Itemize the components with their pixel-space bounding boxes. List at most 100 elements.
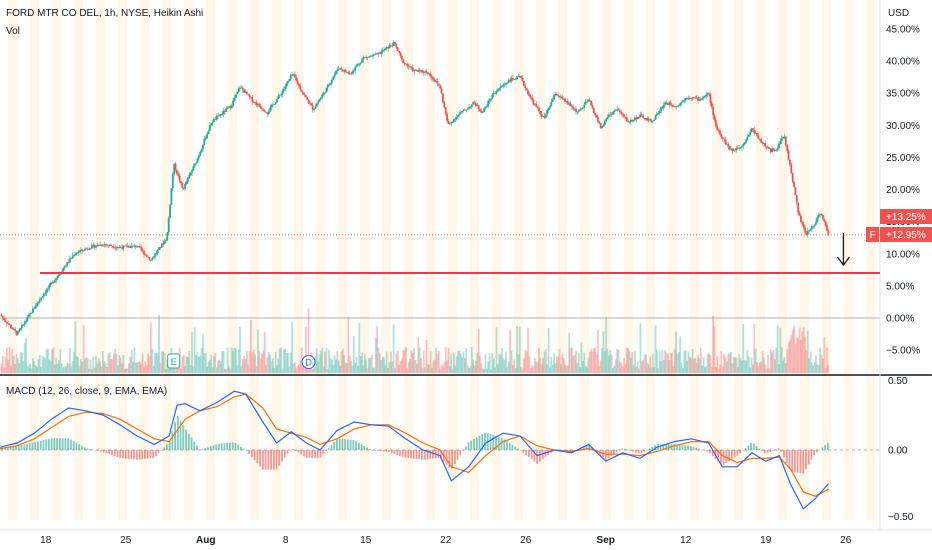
candle-body — [202, 145, 204, 150]
candle-body — [687, 97, 690, 99]
macd-histogram-bar — [780, 450, 783, 452]
candle-body — [616, 109, 619, 111]
volume-bar — [84, 358, 86, 373]
candle-body — [436, 81, 439, 84]
candle-body — [789, 159, 791, 165]
candle-body — [47, 288, 49, 290]
candle-body — [721, 137, 724, 139]
macd-tick-label: 0.00 — [888, 446, 908, 457]
candle-body — [560, 96, 562, 98]
candle-body — [529, 96, 532, 98]
price-tick-label: 30.00% — [886, 121, 920, 132]
volume-bar — [221, 350, 224, 373]
volume-bar — [311, 368, 314, 373]
volume-bar — [63, 366, 66, 373]
volume-bar — [577, 353, 580, 373]
volume-bar — [539, 357, 542, 373]
volume-bar — [251, 352, 254, 373]
volume-bar — [612, 367, 614, 373]
candle-body — [152, 257, 155, 259]
volume-bar — [165, 368, 167, 373]
volume-bar — [400, 358, 403, 373]
candle-body — [756, 132, 758, 136]
volume-bar — [132, 361, 134, 373]
volume-bar — [753, 324, 756, 373]
candle-body — [614, 110, 617, 112]
volume-bar — [624, 364, 627, 373]
macd-histogram-bar — [305, 450, 308, 458]
candle-body — [581, 107, 584, 109]
candle-body — [765, 146, 768, 148]
volume-bar — [576, 362, 579, 373]
candle-body — [48, 284, 51, 289]
candle-body — [673, 106, 676, 108]
last-value-box — [880, 209, 932, 224]
volume-bar — [688, 356, 691, 373]
candle-body — [8, 324, 11, 326]
candle-body — [690, 97, 693, 99]
macd-histogram-bar — [580, 447, 582, 450]
candle-body — [450, 122, 453, 124]
volume-bar — [485, 368, 488, 373]
session-band — [96, 0, 105, 520]
volume-bar — [239, 326, 241, 373]
candle-body — [591, 105, 594, 109]
candle-body — [520, 76, 523, 79]
candle-body — [656, 113, 658, 116]
volume-bar — [690, 358, 693, 373]
candle-body — [141, 250, 144, 251]
volume-bar — [672, 365, 675, 373]
session-band — [206, 0, 215, 520]
candle-body — [97, 244, 100, 246]
volume-bar — [60, 363, 63, 373]
volume-bar — [80, 359, 82, 373]
macd-histogram-bar — [382, 450, 385, 452]
session-band — [866, 0, 875, 520]
candle-body — [668, 102, 671, 105]
volume-bar — [675, 331, 678, 373]
macd-histogram-bar — [124, 450, 127, 459]
macd-histogram-bar — [736, 450, 739, 456]
volume-bar — [0, 363, 3, 373]
macd-histogram-bar — [802, 450, 805, 474]
session-band — [822, 0, 831, 520]
candle-body — [605, 119, 608, 122]
volume-bar — [743, 360, 746, 373]
candle-body — [473, 102, 476, 104]
candle-body — [570, 106, 573, 108]
candle-body — [110, 244, 112, 247]
candle-body — [307, 99, 310, 104]
candle-body — [34, 306, 37, 309]
candle-body — [736, 147, 739, 149]
candle-body — [166, 232, 169, 241]
volume-bar — [73, 351, 75, 373]
volume-bar — [278, 348, 281, 373]
volume-bar — [435, 348, 438, 373]
candle-body — [193, 163, 196, 167]
volume-bar — [122, 355, 125, 373]
volume-bar — [15, 354, 18, 373]
candle-body — [425, 71, 428, 73]
volume-bar — [22, 361, 25, 373]
volume-bar — [373, 367, 376, 373]
macd-histogram-bar — [730, 450, 733, 460]
macd-histogram-bar — [401, 450, 404, 457]
symbol-badge-box — [866, 227, 879, 242]
volume-bar — [369, 357, 372, 373]
volume-bar — [197, 357, 200, 373]
volume-bar — [292, 363, 295, 373]
volume-bar — [461, 357, 464, 373]
candle-body — [420, 69, 422, 71]
candle-body — [69, 258, 71, 263]
macd-histogram-bar — [390, 450, 393, 454]
volume-bar — [673, 349, 676, 373]
volume-bar — [348, 355, 351, 373]
volume-bar — [193, 327, 196, 373]
volume-bar — [156, 353, 159, 373]
volume-bar — [396, 350, 399, 373]
candle-body — [370, 55, 373, 57]
macd-histogram-bar — [437, 450, 440, 459]
candle-body — [418, 69, 421, 72]
volume-bar — [359, 356, 362, 373]
